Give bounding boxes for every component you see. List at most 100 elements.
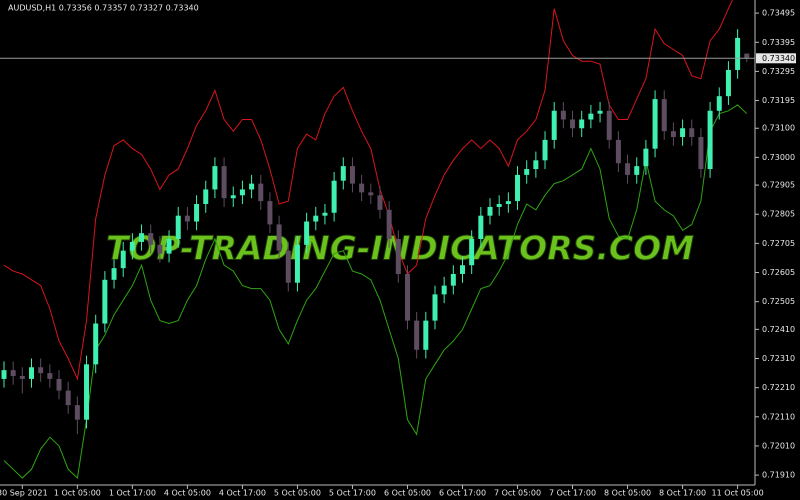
candle-body bbox=[203, 189, 209, 205]
y-tick-label: 0.73495 bbox=[762, 9, 795, 18]
candle-body bbox=[643, 148, 649, 167]
candle-body bbox=[716, 96, 722, 111]
candle-body bbox=[285, 250, 291, 283]
candle-body bbox=[120, 250, 126, 269]
current-price-label: 0.73340 bbox=[762, 54, 795, 63]
x-tick-label: 8 Oct 17:00 bbox=[659, 489, 706, 498]
candle-body bbox=[194, 204, 200, 222]
candle-body bbox=[515, 174, 521, 202]
y-tick-label: 0.73395 bbox=[762, 38, 795, 47]
candle-body bbox=[377, 195, 383, 210]
candle-body bbox=[175, 215, 181, 240]
candle-body bbox=[487, 206, 493, 216]
candle-body bbox=[368, 192, 374, 196]
x-tick-label: 1 Oct 17:00 bbox=[109, 489, 156, 498]
x-tick-label: 5 Oct 05:00 bbox=[274, 489, 321, 498]
candle-body bbox=[661, 99, 667, 132]
y-tick-label: 0.73295 bbox=[762, 67, 795, 76]
candle-body bbox=[166, 239, 172, 254]
candle-body bbox=[725, 69, 731, 97]
candle-body bbox=[570, 119, 576, 129]
candle-body bbox=[38, 367, 44, 374]
candle-body bbox=[1, 370, 7, 379]
candle-body bbox=[239, 189, 245, 196]
candle-body bbox=[184, 215, 190, 222]
candle-body bbox=[735, 37, 741, 70]
candle-body bbox=[450, 273, 456, 286]
candle-body bbox=[322, 212, 328, 216]
candle-body bbox=[221, 166, 227, 199]
x-tick-label: 7 Oct 05:00 bbox=[494, 489, 541, 498]
candle-body bbox=[423, 320, 429, 350]
candle-body bbox=[111, 268, 117, 280]
candle-body bbox=[689, 128, 695, 137]
x-tick-label: 11 Oct 05:00 bbox=[712, 489, 764, 498]
y-tick-label: 0.73000 bbox=[762, 153, 795, 162]
candle-body bbox=[395, 239, 401, 274]
candle-body bbox=[349, 166, 355, 184]
candle-body bbox=[560, 110, 566, 120]
candle-body bbox=[680, 128, 686, 137]
candle-body bbox=[102, 279, 108, 324]
y-tick-label: 0.72010 bbox=[762, 441, 795, 450]
candle-body bbox=[652, 99, 658, 149]
candle-body bbox=[276, 224, 282, 251]
plot-area: TOP-TRADING-INDICATORS.COM bbox=[1, 0, 750, 480]
x-tick-label: 5 Oct 17:00 bbox=[329, 489, 376, 498]
candle-body bbox=[386, 209, 392, 240]
candle-body bbox=[84, 364, 90, 420]
chart-title: AUDUSD,H1 0.73356 0.73357 0.73327 0.7334… bbox=[8, 4, 199, 13]
y-tick-label: 0.73195 bbox=[762, 96, 795, 105]
candle-body bbox=[606, 110, 612, 140]
candle-body bbox=[478, 215, 484, 240]
candle-body bbox=[579, 119, 585, 129]
y-tick-label: 0.72605 bbox=[762, 268, 795, 277]
y-tick-label: 0.72310 bbox=[762, 354, 795, 363]
y-tick-label: 0.72110 bbox=[762, 412, 795, 421]
x-tick-label: 6 Oct 05:00 bbox=[384, 489, 431, 498]
candle-body bbox=[496, 204, 502, 207]
x-tick-label: 7 Oct 17:00 bbox=[549, 489, 596, 498]
candle-body bbox=[65, 390, 71, 406]
candle-body bbox=[294, 244, 300, 283]
x-tick-label: 30 Sep 2021 bbox=[0, 489, 48, 498]
candle-body bbox=[249, 183, 255, 190]
candle-body bbox=[139, 233, 145, 242]
x-tick-label: 8 Oct 05:00 bbox=[604, 489, 651, 498]
candle-body bbox=[441, 285, 447, 295]
candle-body bbox=[551, 110, 557, 140]
candle-body bbox=[615, 139, 621, 164]
y-tick-label: 0.72210 bbox=[762, 383, 795, 392]
candle-body bbox=[359, 183, 365, 193]
candle-body bbox=[157, 244, 163, 254]
candle-body bbox=[533, 160, 539, 170]
candle-body bbox=[588, 113, 594, 120]
y-tick-label: 0.72805 bbox=[762, 210, 795, 219]
candle-body bbox=[267, 201, 273, 225]
y-tick-label: 0.72505 bbox=[762, 297, 795, 306]
candle-body bbox=[744, 53, 750, 59]
candle-body bbox=[634, 166, 640, 175]
candle-body bbox=[258, 183, 264, 202]
candle-body bbox=[56, 378, 62, 391]
candle-body bbox=[414, 320, 420, 350]
candle-body bbox=[404, 273, 410, 321]
candle-body bbox=[74, 405, 80, 420]
x-tick-label: 4 Oct 17:00 bbox=[219, 489, 266, 498]
candle-body bbox=[469, 239, 475, 266]
band-line bbox=[3, 0, 733, 381]
y-tick-label: 0.72905 bbox=[762, 181, 795, 190]
candle-body bbox=[698, 136, 704, 170]
candle-body bbox=[304, 221, 310, 245]
candle-body bbox=[542, 139, 548, 161]
current-price-box bbox=[756, 53, 796, 64]
candle-body bbox=[331, 180, 337, 213]
candle-body bbox=[148, 233, 154, 245]
candle-body bbox=[93, 323, 99, 365]
candle-body bbox=[230, 195, 236, 199]
candle-body bbox=[505, 201, 511, 205]
candle-body bbox=[19, 375, 25, 379]
y-tick-label: 0.73100 bbox=[762, 124, 795, 133]
x-tick-label: 6 Oct 17:00 bbox=[439, 489, 486, 498]
